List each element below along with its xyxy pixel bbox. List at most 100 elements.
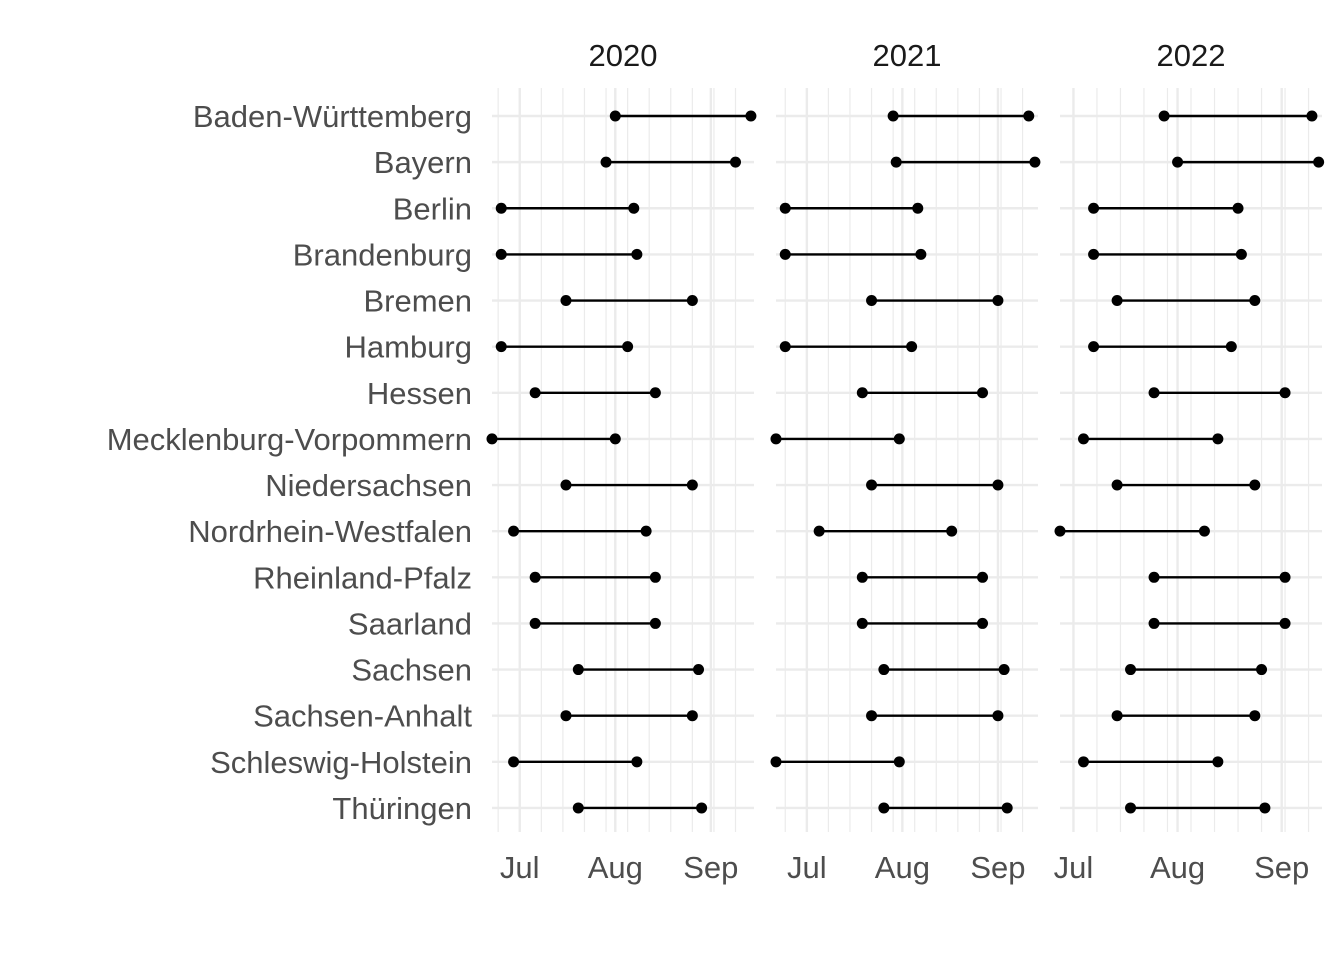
x-tick-label: Aug <box>875 850 930 885</box>
y-axis-labels: Baden-Württemberg Bayern Berlin Brandenburg… <box>107 99 473 826</box>
state-label: Hamburg <box>345 330 473 365</box>
end-point <box>1001 802 1013 814</box>
start-point <box>813 525 825 537</box>
state-label: Bayern <box>374 145 472 180</box>
end-point <box>686 479 698 491</box>
x-tick-label: Aug <box>588 850 643 885</box>
start-point <box>495 341 507 353</box>
state-label: Sachsen-Anhalt <box>253 699 472 734</box>
start-point <box>1125 664 1137 676</box>
start-point <box>856 571 868 583</box>
start-point <box>1111 479 1123 491</box>
end-point <box>992 295 1004 307</box>
x-tick-label: Jul <box>1054 850 1094 885</box>
end-point <box>992 479 1004 491</box>
end-point <box>1249 710 1261 722</box>
facet-panel-2022: 2022 Jul Aug Sep <box>1054 38 1325 885</box>
state-label: Bremen <box>363 284 472 319</box>
start-point <box>600 156 612 168</box>
end-point <box>946 525 958 537</box>
x-tick-label: Sep <box>683 850 738 885</box>
start-point <box>1148 571 1160 583</box>
end-point <box>649 571 661 583</box>
start-point <box>887 110 899 122</box>
x-tick-label: Jul <box>787 850 827 885</box>
start-point <box>1125 802 1137 814</box>
start-point <box>486 433 498 445</box>
start-point <box>1088 202 1100 214</box>
start-point <box>878 664 890 676</box>
end-point <box>686 710 698 722</box>
end-point <box>609 433 621 445</box>
state-label: Brandenburg <box>293 237 472 272</box>
state-label: Baden-Württemberg <box>193 99 472 134</box>
start-point <box>890 156 902 168</box>
start-point <box>529 387 541 399</box>
start-point <box>572 664 584 676</box>
facet-panel-2020: 2020 Jul Aug Sep <box>486 38 757 885</box>
end-point <box>992 710 1004 722</box>
start-point <box>779 202 791 214</box>
end-point <box>696 802 708 814</box>
dumbbells <box>1054 110 1325 814</box>
state-label: Schleswig-Holstein <box>210 745 472 780</box>
start-point <box>495 248 507 260</box>
start-point <box>866 710 878 722</box>
end-point <box>1235 248 1247 260</box>
start-point <box>560 479 572 491</box>
state-label: Nordrhein-Westfalen <box>188 514 472 549</box>
state-label: Hessen <box>367 376 472 411</box>
state-label: Niedersachsen <box>265 468 472 503</box>
facet-panel-2021: 2021 Jul Aug Sep <box>770 38 1041 885</box>
start-point <box>1088 341 1100 353</box>
start-point <box>1078 433 1090 445</box>
end-point <box>649 617 661 629</box>
start-point <box>1054 525 1066 537</box>
end-point <box>1249 479 1261 491</box>
x-tick-label: Sep <box>1254 850 1309 885</box>
end-point <box>912 202 924 214</box>
end-point <box>622 341 634 353</box>
end-point <box>631 248 643 260</box>
end-point <box>893 756 905 768</box>
start-point <box>770 756 782 768</box>
start-point <box>560 295 572 307</box>
end-point <box>1279 387 1291 399</box>
state-label: Berlin <box>393 191 472 226</box>
end-point <box>1023 110 1035 122</box>
end-point <box>977 617 989 629</box>
start-point <box>609 110 621 122</box>
end-point <box>1256 664 1268 676</box>
end-point <box>693 664 705 676</box>
end-point <box>730 156 742 168</box>
end-point <box>977 571 989 583</box>
start-point <box>770 433 782 445</box>
start-point <box>856 387 868 399</box>
start-point <box>1158 110 1170 122</box>
start-point <box>779 248 791 260</box>
start-point <box>508 756 520 768</box>
panel-title: 2021 <box>873 38 942 73</box>
end-point <box>1259 802 1271 814</box>
start-point <box>878 802 890 814</box>
state-label: Thüringen <box>332 791 472 826</box>
dumbbells <box>770 110 1041 814</box>
end-point <box>915 248 927 260</box>
start-point <box>866 479 878 491</box>
start-point <box>572 802 584 814</box>
end-point <box>1212 433 1224 445</box>
end-point <box>977 387 989 399</box>
grid <box>1060 88 1322 832</box>
state-label: Sachsen <box>351 653 472 688</box>
state-label: Mecklenburg-Vorpommern <box>107 422 472 457</box>
start-point <box>1172 156 1184 168</box>
start-point <box>1088 248 1100 260</box>
start-point <box>529 571 541 583</box>
start-point <box>1111 295 1123 307</box>
end-point <box>998 664 1010 676</box>
end-point <box>1279 571 1291 583</box>
end-point <box>1249 295 1261 307</box>
end-point <box>906 341 918 353</box>
state-label: Rheinland-Pfalz <box>253 560 472 595</box>
